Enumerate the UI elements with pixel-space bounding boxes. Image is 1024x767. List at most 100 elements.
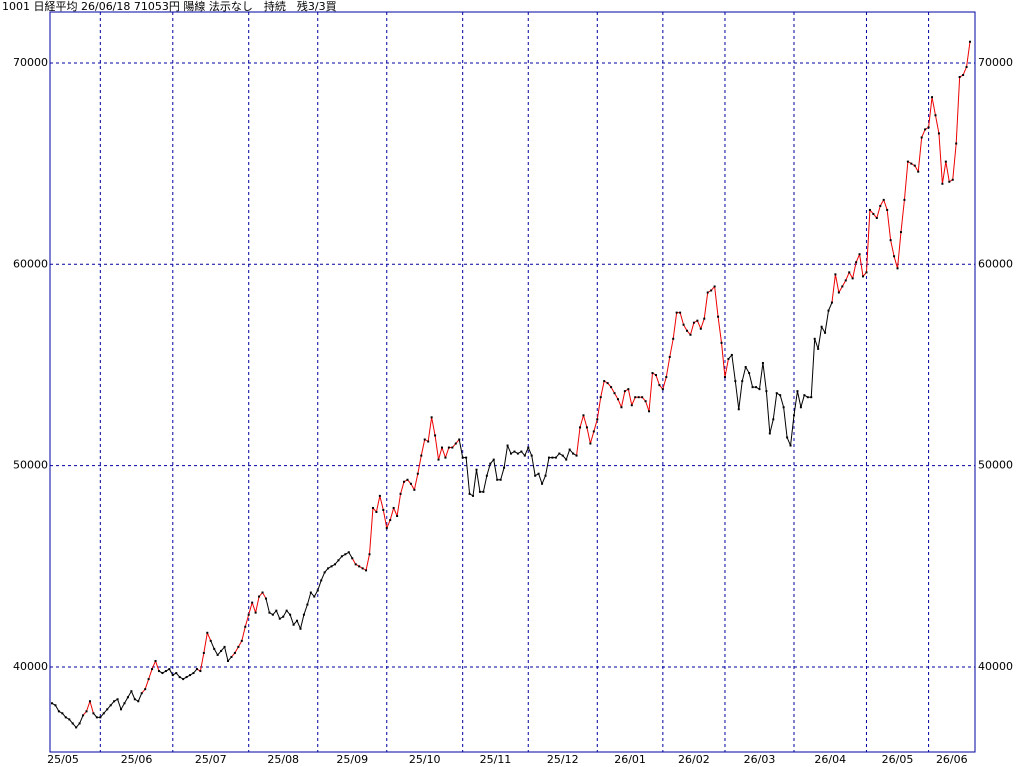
line-segment bbox=[672, 312, 678, 339]
data-point bbox=[579, 426, 582, 429]
line-segment bbox=[662, 376, 667, 390]
line-segment bbox=[507, 445, 512, 454]
line-segment bbox=[89, 701, 94, 714]
line-segment bbox=[921, 129, 926, 138]
data-point bbox=[696, 319, 699, 322]
data-point bbox=[375, 510, 378, 513]
data-point bbox=[299, 627, 302, 630]
line-segment bbox=[645, 401, 650, 412]
line-segment bbox=[589, 431, 595, 444]
data-point bbox=[675, 311, 678, 314]
y-tick-label-right: 50000 bbox=[978, 459, 1013, 472]
data-point bbox=[806, 396, 809, 399]
data-point bbox=[534, 474, 537, 477]
line-segment bbox=[199, 652, 205, 672]
data-point bbox=[423, 438, 426, 441]
data-point bbox=[606, 382, 609, 385]
data-point bbox=[185, 676, 188, 679]
data-point bbox=[220, 649, 223, 652]
line-segment bbox=[769, 419, 774, 434]
data-point bbox=[803, 394, 806, 397]
data-point bbox=[351, 557, 354, 560]
data-point bbox=[154, 659, 157, 662]
x-tick-label: 25/07 bbox=[195, 753, 227, 766]
line-segment bbox=[313, 590, 319, 597]
data-point bbox=[820, 325, 823, 328]
data-point bbox=[630, 404, 633, 407]
data-point bbox=[151, 668, 154, 671]
line-segment bbox=[130, 690, 136, 700]
data-point bbox=[420, 454, 423, 457]
line-segment bbox=[855, 254, 861, 263]
data-point bbox=[437, 458, 440, 461]
data-point bbox=[544, 474, 547, 477]
data-point bbox=[713, 285, 716, 288]
line-segment bbox=[389, 507, 395, 521]
data-point bbox=[285, 609, 288, 612]
data-point bbox=[689, 333, 692, 336]
line-segment bbox=[545, 457, 550, 476]
data-point bbox=[516, 452, 519, 455]
line-segment bbox=[814, 338, 819, 350]
data-point bbox=[903, 198, 906, 201]
line-segment bbox=[679, 312, 685, 325]
data-point bbox=[672, 337, 675, 340]
y-tick-label: 40000 bbox=[13, 660, 48, 673]
line-segment bbox=[655, 374, 660, 386]
data-point bbox=[899, 231, 902, 234]
data-point bbox=[527, 446, 530, 449]
data-point bbox=[396, 515, 399, 518]
y-tick-label-right: 70000 bbox=[978, 56, 1013, 69]
line-segment bbox=[120, 703, 125, 710]
line-segment bbox=[441, 447, 446, 458]
line-segment bbox=[224, 646, 229, 662]
line-segment bbox=[600, 380, 605, 398]
line-segment bbox=[382, 509, 388, 529]
data-point bbox=[958, 76, 961, 79]
line-segment bbox=[765, 391, 771, 434]
data-point bbox=[768, 432, 771, 435]
data-point bbox=[886, 208, 889, 211]
data-point bbox=[444, 456, 447, 459]
data-point bbox=[824, 331, 827, 334]
data-point bbox=[320, 579, 323, 582]
data-point bbox=[106, 708, 109, 711]
data-point bbox=[171, 674, 174, 677]
data-point bbox=[361, 567, 364, 570]
data-point bbox=[841, 285, 844, 288]
data-point bbox=[271, 613, 274, 616]
data-point bbox=[126, 696, 129, 699]
line-segment bbox=[714, 286, 719, 317]
data-point bbox=[772, 418, 775, 421]
line-segment bbox=[614, 392, 619, 400]
line-segment bbox=[386, 519, 391, 529]
line-segment bbox=[876, 205, 881, 219]
line-segment bbox=[734, 381, 740, 410]
line-segment bbox=[903, 161, 909, 200]
line-segment bbox=[586, 427, 591, 444]
data-point bbox=[302, 613, 305, 616]
line-segment bbox=[248, 602, 253, 615]
data-point bbox=[323, 571, 326, 574]
line-segment bbox=[683, 324, 688, 332]
y-tick-label: 60000 bbox=[13, 257, 48, 270]
line-segment bbox=[282, 610, 288, 617]
data-point bbox=[727, 357, 730, 360]
data-point bbox=[485, 474, 488, 477]
data-point bbox=[699, 327, 702, 330]
line-segment bbox=[365, 554, 370, 571]
data-point bbox=[789, 444, 792, 447]
data-point bbox=[123, 702, 126, 705]
line-segment bbox=[241, 626, 246, 641]
line-segment bbox=[700, 318, 705, 329]
data-point bbox=[468, 492, 471, 495]
x-tick-label: 26/03 bbox=[744, 753, 776, 766]
data-point bbox=[951, 178, 954, 181]
data-point bbox=[64, 716, 67, 719]
data-point bbox=[572, 452, 575, 455]
line-segment bbox=[817, 326, 823, 349]
line-segment bbox=[117, 699, 122, 710]
data-point bbox=[309, 591, 312, 594]
data-point bbox=[592, 430, 595, 433]
line-segment bbox=[234, 646, 239, 654]
